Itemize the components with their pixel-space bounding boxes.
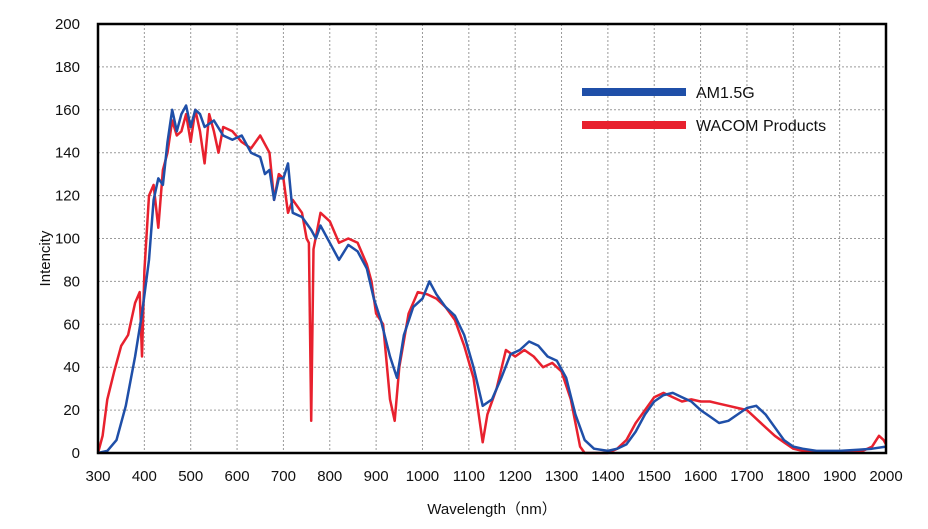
plot-area-frame — [96, 22, 888, 455]
y-axis-ticks: 0 20 40 60 80 100 120 140 160 180 200 — [55, 16, 80, 462]
x-tick-label: 600 — [225, 468, 250, 485]
y-axis-title: Intencity — [37, 230, 54, 286]
legend-swatch-am1-5g — [582, 88, 686, 96]
x-tick-label: 2000 — [869, 468, 902, 485]
y-tick-label: 0 — [72, 445, 80, 462]
legend-label-wacom-products: WACOM Products — [696, 118, 826, 135]
x-axis-ticks: 300 400 500 600 700 800 900 1000 1100 1200 1300 140… — [85, 468, 902, 485]
y-tick-label: 80 — [63, 273, 80, 290]
grid — [98, 24, 886, 453]
x-tick-label: 800 — [317, 468, 342, 485]
x-tick-label: 1600 — [684, 468, 717, 485]
legend-label-am1-5g: AM1.5G — [696, 85, 755, 102]
legend: AM1.5G WACOM Products — [582, 85, 826, 135]
series-line-am1-5g — [97, 104, 887, 455]
y-tick-label: 160 — [55, 102, 80, 119]
y-tick-label: 100 — [55, 231, 80, 248]
y-tick-label: 60 — [63, 316, 80, 333]
x-tick-label: 1100 — [453, 468, 485, 485]
x-tick-label: 1900 — [823, 468, 856, 485]
y-tick-label: 120 — [55, 188, 80, 205]
y-tick-label: 200 — [55, 16, 80, 33]
x-tick-label: 1000 — [406, 468, 439, 485]
y-tick-label: 40 — [63, 359, 80, 376]
series-line-wacom-products — [96, 108, 888, 455]
x-tick-label: 500 — [178, 468, 203, 485]
y-tick-label: 140 — [55, 145, 80, 162]
y-tick-label: 180 — [55, 59, 80, 76]
x-tick-label: 400 — [132, 468, 157, 485]
legend-swatch-wacom-products — [582, 121, 686, 129]
y-tick-label: 20 — [63, 402, 80, 419]
x-tick-label: 1700 — [730, 468, 763, 485]
series-layer — [96, 104, 888, 455]
x-tick-label: 900 — [364, 468, 389, 485]
x-tick-label: 1200 — [498, 468, 531, 485]
x-tick-label: 1300 — [545, 468, 578, 485]
x-tick-label: 700 — [271, 468, 296, 485]
x-axis-title: Wavelength（nm） — [427, 501, 557, 518]
x-tick-label: 1400 — [591, 468, 624, 485]
x-tick-label: 300 — [85, 468, 110, 485]
x-tick-label: 1800 — [777, 468, 810, 485]
x-tick-label: 1500 — [638, 468, 671, 485]
